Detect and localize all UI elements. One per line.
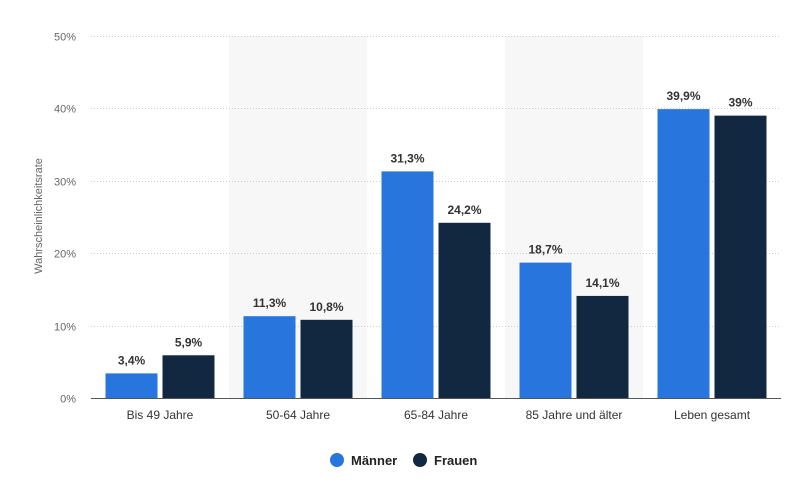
bar[interactable]	[300, 319, 353, 398]
bar[interactable]	[381, 171, 434, 398]
bar[interactable]	[438, 222, 491, 398]
data-label: 14,1%	[585, 276, 619, 290]
y-axis-ticks: 0% 10% 20% 30% 40% 50%	[54, 32, 76, 406]
y-tick-label: 0%	[60, 394, 76, 406]
bar[interactable]	[243, 316, 296, 398]
y-tick-label: 10%	[54, 322, 76, 334]
y-tick-label: 20%	[54, 249, 76, 261]
legend-item[interactable]: Männer	[330, 453, 397, 468]
bar[interactable]	[576, 295, 629, 398]
data-label: 18,7%	[528, 243, 562, 257]
y-tick-label: 40%	[54, 104, 76, 116]
x-axis-category-labels: Bis 49 Jahre 50-64 Jahre 65-84 Jahre 85 Jah…	[127, 408, 751, 422]
y-tick-label: 50%	[54, 32, 76, 44]
legend-item[interactable]: Frauen	[413, 453, 477, 468]
data-label: 11,3%	[253, 296, 287, 310]
data-label: 31,3%	[390, 151, 424, 165]
bar[interactable]	[657, 109, 710, 399]
data-labels: 3,4% 5,9% 11,3% 10,8% 31,3% 24,2% 18,7% 14,1% 39…	[118, 89, 753, 367]
x-category-label: Bis 49 Jahre	[127, 408, 194, 422]
data-label: 5,9%	[175, 335, 203, 349]
bar[interactable]	[714, 115, 767, 398]
legend-marker	[330, 453, 344, 467]
bar[interactable]	[105, 373, 158, 398]
data-label: 39,9%	[666, 89, 700, 103]
x-category-label: 65-84 Jahre	[404, 408, 468, 422]
x-category-label: Leben gesamt	[674, 408, 751, 422]
data-label: 10,8%	[309, 300, 343, 314]
legend-marker	[413, 453, 427, 467]
bar[interactable]	[162, 355, 215, 398]
gridlines	[91, 36, 781, 327]
bars	[105, 109, 767, 399]
data-label: 24,2%	[447, 203, 481, 217]
legend: Männer Frauen	[330, 453, 477, 468]
y-axis-title: Wahrscheinlichkeitsrate	[33, 158, 45, 274]
x-category-label: 85 Jahre und älter	[526, 408, 623, 422]
bar[interactable]	[519, 262, 572, 398]
y-tick-label: 30%	[54, 177, 76, 189]
data-label: 3,4%	[118, 353, 146, 367]
legend-label: Frauen	[434, 453, 477, 468]
data-label: 39%	[728, 96, 752, 110]
x-category-label: 50-64 Jahre	[266, 408, 330, 422]
legend-label: Männer	[351, 453, 397, 468]
